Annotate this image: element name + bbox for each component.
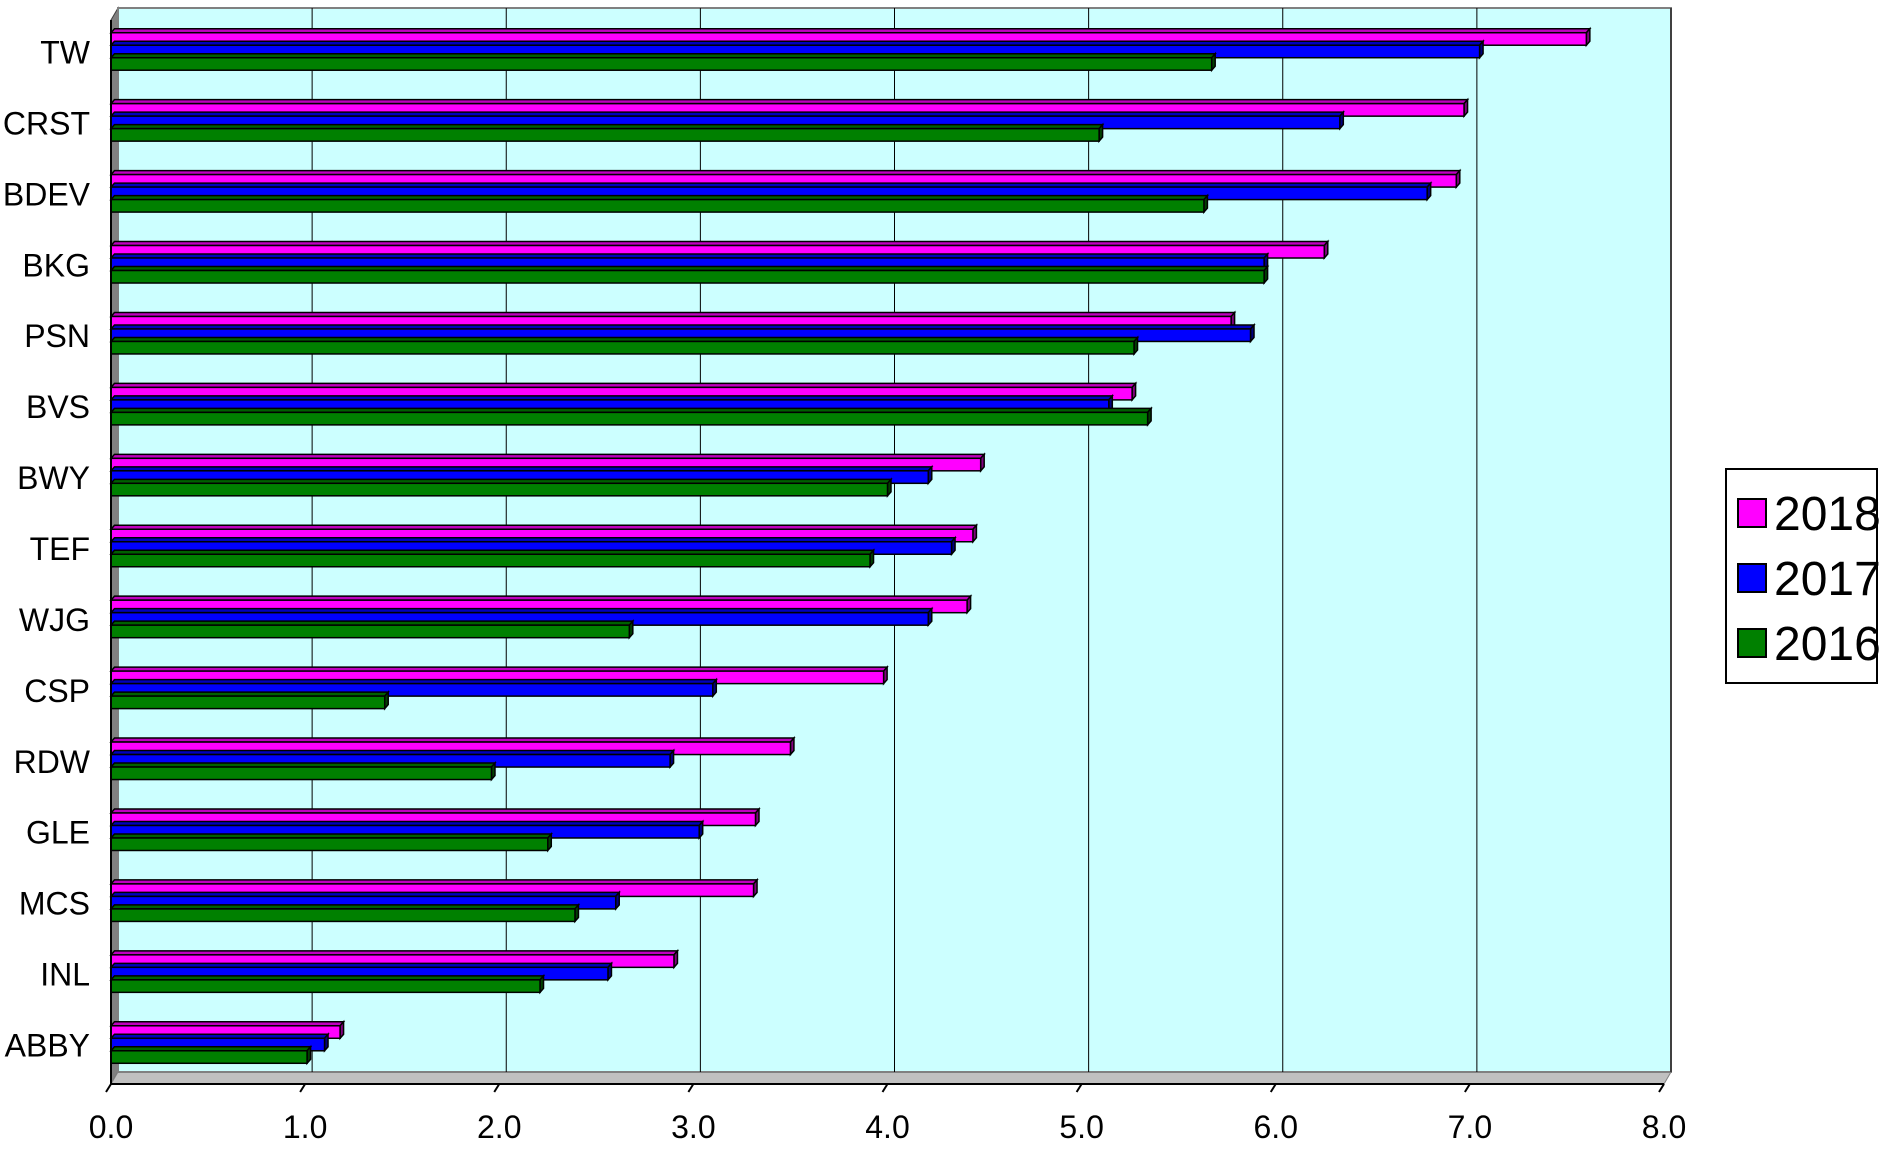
bar-tw-2016 <box>109 51 1217 73</box>
x-tick-label-8-0: 8.0 <box>1642 1109 1686 1145</box>
legend-label-2017: 2017 <box>1774 553 1881 606</box>
legend-swatch-2016 <box>1737 628 1767 658</box>
x-tick-label-1-0: 1.0 <box>283 1109 327 1145</box>
bar-front-wjg-2016 <box>110 624 631 639</box>
bar-front-gle-2016 <box>110 837 549 852</box>
bar-front-bkg-2016 <box>110 269 1265 284</box>
category-label-crst: CRST <box>3 105 90 141</box>
bar-front-bvs-2016 <box>110 411 1149 426</box>
bar-bkg-2016 <box>109 264 1270 286</box>
bar-rdw-2016 <box>109 761 497 782</box>
x-tick-label-0-0: 0.0 <box>89 1109 133 1145</box>
category-label-bvs: BVS <box>26 389 90 425</box>
x-tick-0-0 <box>105 1083 112 1093</box>
bar-crst-2016 <box>109 122 1105 144</box>
bar-wjg-2016 <box>109 619 635 640</box>
bar-front-crst-2016 <box>110 127 1100 142</box>
bar-front-inl-2016 <box>110 979 541 994</box>
bar-front-tef-2016 <box>110 553 871 568</box>
category-label-gle: GLE <box>26 815 90 851</box>
category-label-csp: CSP <box>24 673 90 709</box>
x-tick-8-0 <box>1658 1083 1665 1093</box>
x-tick-3-0 <box>687 1083 695 1093</box>
bar-psn-2016 <box>109 335 1140 356</box>
bar-bvs-2016 <box>109 406 1153 427</box>
x-tick-label-3-0: 3.0 <box>671 1109 715 1145</box>
bar-bdev-2016 <box>109 193 1210 215</box>
legend-swatch-2017 <box>1737 563 1767 593</box>
x-tick-label-5-0: 5.0 <box>1059 1109 1103 1145</box>
bar-front-abby-2016 <box>110 1050 308 1065</box>
x-tick-5-0 <box>1075 1083 1083 1093</box>
category-label-bdev: BDEV <box>3 176 91 212</box>
category-label-abby: ABBY <box>5 1028 90 1064</box>
x-tick-label-4-0: 4.0 <box>865 1109 909 1145</box>
category-label-mcs: MCS <box>19 886 90 922</box>
bar-front-csp-2016 <box>110 695 386 710</box>
category-label-inl: INL <box>40 957 90 993</box>
bar-inl-2016 <box>109 973 546 995</box>
category-label-tw: TW <box>40 34 91 70</box>
legend-label-2016: 2016 <box>1774 618 1881 671</box>
bar-gle-2016 <box>109 831 553 853</box>
bar-tef-2016 <box>109 548 876 569</box>
x-tick-7-0 <box>1464 1083 1471 1093</box>
x-tick-6-0 <box>1269 1083 1277 1093</box>
bar-abby-2016 <box>109 1044 313 1066</box>
legend-swatch-2018 <box>1737 498 1767 528</box>
tick-labels: 0.0 1.0 2.0 3.0 4.0 5.0 6.0 7.0 8.0 <box>89 1109 1686 1145</box>
bar-front-bwy-2016 <box>110 482 889 497</box>
bar-bwy-2016 <box>109 477 893 498</box>
x-tick-2-0 <box>493 1083 501 1093</box>
category-label-tef: TEF <box>30 531 90 567</box>
legend: 2018 2017 2016 <box>1725 468 1881 684</box>
x-tick-label-7-0: 7.0 <box>1448 1109 1492 1145</box>
bar-mcs-2016 <box>109 902 581 924</box>
x-tick-label-2-0: 2.0 <box>477 1109 521 1145</box>
bar-front-bdev-2016 <box>110 198 1205 213</box>
bar-front-rdw-2016 <box>110 766 493 781</box>
category-label-bwy: BWY <box>17 460 90 496</box>
floor <box>110 1071 1672 1085</box>
category-label-psn: PSN <box>24 318 90 354</box>
bar-front-tw-2016 <box>110 56 1213 71</box>
category-label-bkg: BKG <box>22 247 90 283</box>
axes <box>105 20 1665 1093</box>
x-tick-4-0 <box>881 1083 889 1093</box>
legend-label-2018: 2018 <box>1774 488 1881 541</box>
bar-csp-2016 <box>109 690 390 711</box>
category-label-wjg: WJG <box>19 602 90 638</box>
category-label-rdw: RDW <box>14 744 91 780</box>
bar-front-psn-2016 <box>110 340 1135 355</box>
category-labels: TW CRST BDEV BKG PSN BVS BWY TEF WJG CSP RDW GLE MCS… <box>3 34 91 1063</box>
bar-front-mcs-2016 <box>110 908 576 923</box>
x-tick-label-6-0: 6.0 <box>1254 1109 1298 1145</box>
x-tick-1-0 <box>299 1083 306 1093</box>
